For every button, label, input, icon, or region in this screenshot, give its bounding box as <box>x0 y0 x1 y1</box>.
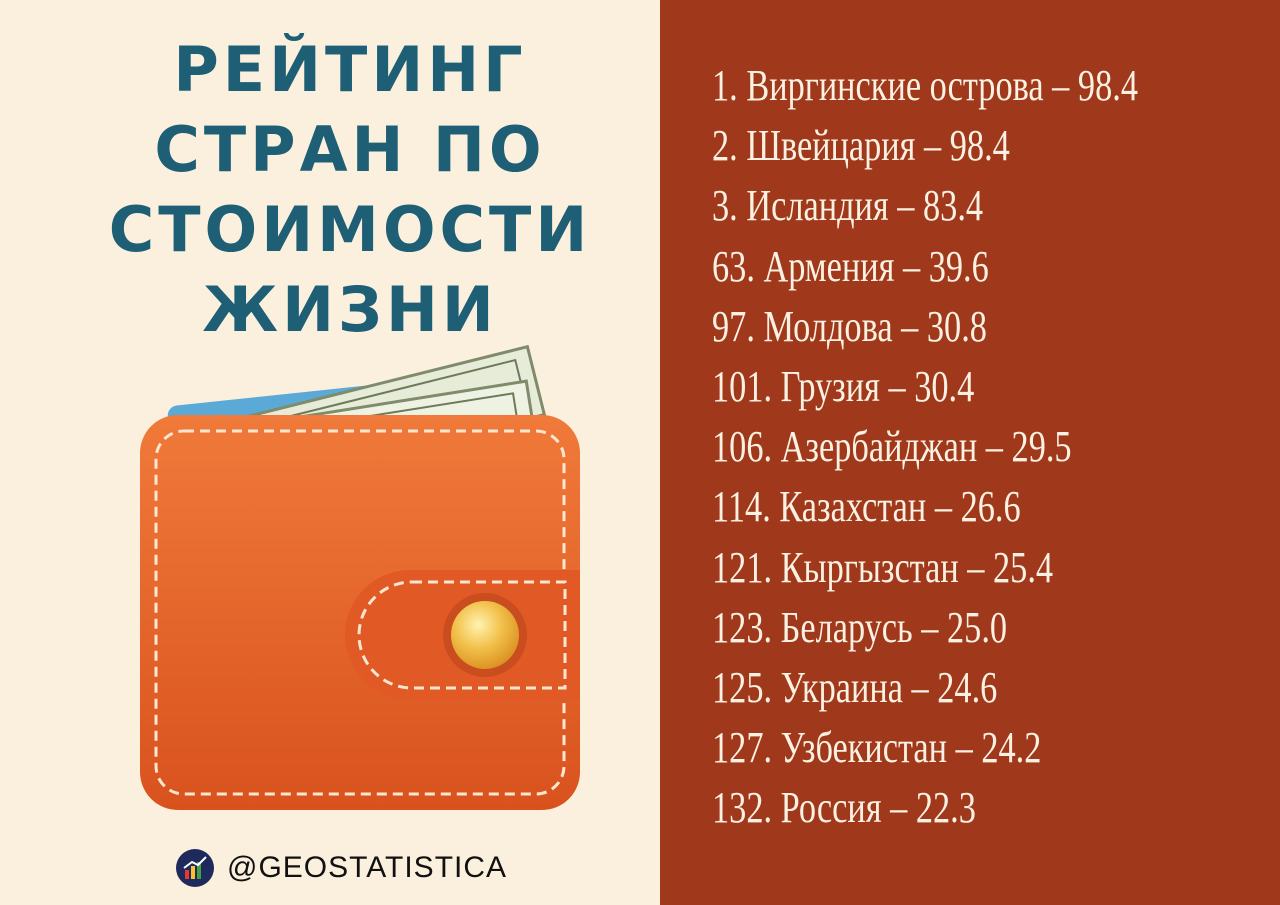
chart-logo-icon <box>176 849 214 887</box>
right-panel <box>660 0 1280 905</box>
title-line: ЖИЗНИ <box>202 273 498 346</box>
handle-text: @GEOSTATISTICA <box>227 851 508 884</box>
list-item: 3. Исландия – 83.4 <box>712 181 984 231</box>
list-item: 1. Виргинские острова – 98.4 <box>712 61 1138 110</box>
list-item: 114. Казахстан – 26.6 <box>712 482 1021 532</box>
list-item: 123. Беларусь – 25.0 <box>712 602 1008 652</box>
list-item: 97. Молдова – 30.8 <box>712 301 987 351</box>
footer-handle: @GEOSTATISTICA <box>175 845 507 891</box>
title-line: СТОИМОСТИ <box>108 193 592 266</box>
list-item: 106. Азербайджан – 29.5 <box>712 422 1072 472</box>
list-item: 2. Швейцария – 98.4 <box>712 121 1010 171</box>
wallet-icon <box>140 344 580 810</box>
ranking-list: 1. Виргинские острова – 98.4 2. Швейцари… <box>712 56 1258 839</box>
list-item: 132. Россия – 22.3 <box>712 783 976 833</box>
title-line: СТРАН ПО <box>154 113 546 186</box>
wallet-illustration <box>60 300 660 845</box>
page-title: РЕЙТИНГ СТРАН ПО СТОИМОСТИ ЖИЗНИ <box>0 30 700 350</box>
list-item: 127. Узбекистан – 24.2 <box>712 723 1042 773</box>
list-item: 63. Армения – 39.6 <box>712 241 989 291</box>
title-line: РЕЙТИНГ <box>173 33 527 106</box>
list-item: 125. Украина – 24.6 <box>712 663 998 713</box>
list-item: 121. Кыргызстан – 25.4 <box>712 542 1054 592</box>
list-item: 101. Грузия – 30.4 <box>712 362 975 412</box>
